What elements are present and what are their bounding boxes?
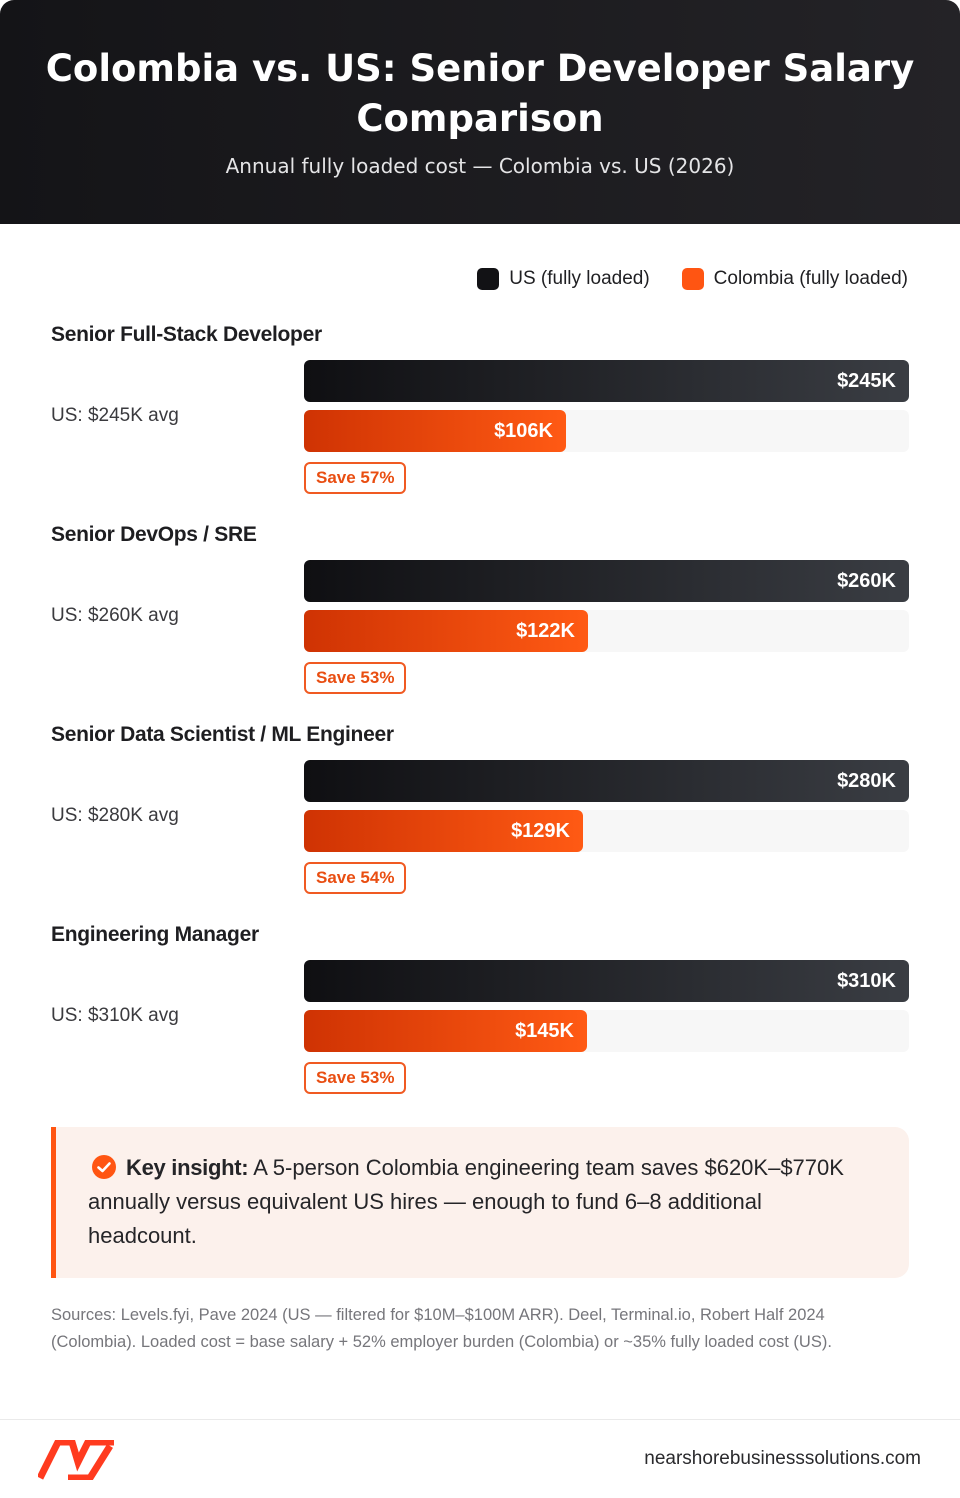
legend-item-us: US (fully loaded) [477, 268, 650, 290]
legend-label-us: US (fully loaded) [509, 268, 650, 289]
us-bar-value: $280K [837, 769, 896, 792]
us-bar: $245K [304, 360, 909, 402]
role-title: Senior DevOps / SRE [51, 523, 257, 546]
role-group: Engineering Manager US: $310K avg $310K $14… [0, 923, 960, 1123]
us-average-label: US: $245K avg [51, 405, 179, 426]
page-title: Colombia vs. US: Senior Developer Salary… [45, 47, 915, 140]
colombia-bar-value: $106K [494, 419, 553, 442]
colombia-bar: $145K [304, 1010, 587, 1052]
us-bar-value: $260K [837, 569, 896, 592]
insight-body: A 5-person Colombia engineering team sav… [88, 1155, 844, 1248]
savings-badge: Save 57% [304, 462, 407, 494]
key-insight-callout: Key insight: A 5-person Colombia enginee… [51, 1127, 909, 1278]
header-banner: Colombia vs. US: Senior Developer Salary… [0, 0, 960, 224]
colombia-bar-value: $122K [516, 619, 575, 642]
us-bar: $310K [304, 960, 909, 1002]
insight-lead: Key insight: [126, 1155, 249, 1180]
us-bar: $260K [304, 560, 909, 602]
footer-divider [0, 1419, 960, 1420]
savings-badge: Save 53% [304, 1062, 407, 1094]
colombia-bar: $129K [304, 810, 583, 852]
colombia-bar: $106K [304, 410, 566, 452]
sources-note: Sources: Levels.fyi, Pave 2024 (US — fil… [51, 1306, 832, 1351]
legend-swatch-colombia [681, 268, 704, 290]
colombia-bar: $122K [304, 610, 588, 652]
colombia-bar-value: $129K [511, 819, 570, 842]
page-subtitle: Annual fully loaded cost — Colombia vs. … [225, 154, 735, 178]
check-circle-icon [92, 1155, 116, 1179]
legend-label-colombia: Colombia (fully loaded) [713, 268, 908, 289]
insight-text: Key insight: A 5-person Colombia enginee… [88, 1151, 859, 1253]
footer-website: nearshorebusinesssolutions.com [644, 1448, 921, 1469]
role-title: Senior Data Scientist / ML Engineer [51, 723, 394, 746]
us-bar-value: $310K [837, 969, 896, 992]
legend-item-colombia: Colombia (fully loaded) [681, 268, 908, 290]
role-group: Senior Data Scientist / ML Engineer US: $… [0, 723, 960, 923]
brand-logo [36, 1438, 116, 1485]
role-group: Senior DevOps / SRE US: $260K avg $260K $12… [0, 523, 960, 723]
chart-legend: US (fully loaded) Colombia (fully loaded… [445, 268, 908, 290]
role-title: Senior Full-Stack Developer [51, 323, 322, 346]
us-average-label: US: $280K avg [51, 805, 179, 826]
colombia-bar-value: $145K [515, 1019, 574, 1042]
us-bar-value: $245K [837, 369, 896, 392]
savings-badge: Save 54% [304, 862, 407, 894]
role-title: Engineering Manager [51, 923, 259, 946]
savings-badge: Save 53% [304, 662, 407, 694]
us-average-label: US: $310K avg [51, 1005, 179, 1026]
us-bar: $280K [304, 760, 909, 802]
legend-swatch-us [477, 268, 500, 290]
us-average-label: US: $260K avg [51, 605, 179, 626]
role-group: Senior Full-Stack Developer US: $245K avg… [0, 323, 960, 523]
